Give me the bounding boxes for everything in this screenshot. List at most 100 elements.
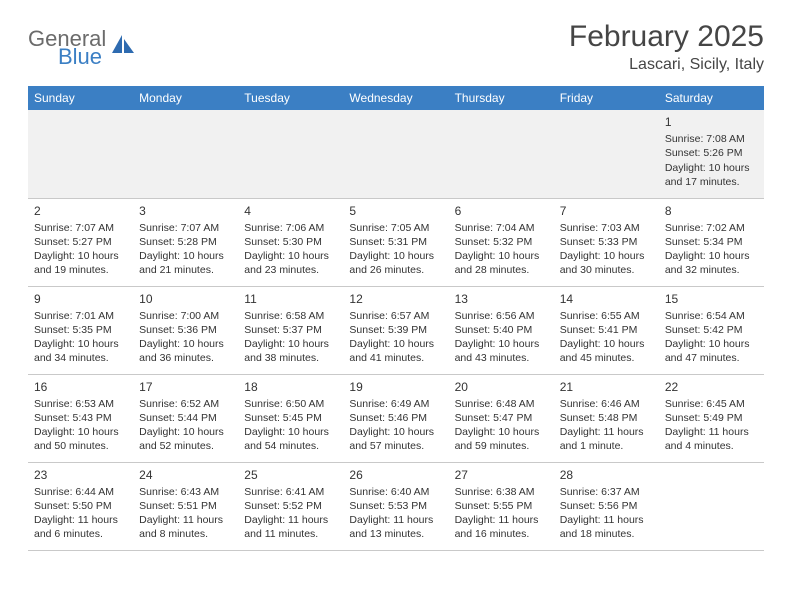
sunrise-text: Sunrise: 7:00 AM	[139, 309, 232, 323]
sunset-text: Sunset: 5:55 PM	[455, 499, 548, 513]
sunset-text: Sunset: 5:33 PM	[560, 235, 653, 249]
daylight-text: Daylight: 10 hours and 43 minutes.	[455, 337, 548, 365]
sunrise-text: Sunrise: 6:50 AM	[244, 397, 337, 411]
calendar-cell: 19Sunrise: 6:49 AMSunset: 5:46 PMDayligh…	[343, 374, 448, 462]
calendar-cell: 4Sunrise: 7:06 AMSunset: 5:30 PMDaylight…	[238, 198, 343, 286]
sunrise-text: Sunrise: 6:54 AM	[665, 309, 758, 323]
calendar-cell: 28 Sunrise: 6:37 AMSunset: 5:56 PMDayligh…	[554, 462, 659, 550]
day-number: 20	[455, 379, 548, 395]
calendar-cell	[28, 110, 133, 198]
calendar-cell: 17Sunrise: 6:52 AMSunset: 5:44 PMDayligh…	[133, 374, 238, 462]
sunset-text: Sunset: 5:28 PM	[139, 235, 232, 249]
sunset-text: Sunset: 5:34 PM	[665, 235, 758, 249]
calendar-row: 16 Sunrise: 6:53 AMSunset: 5:43 PM Dayligh…	[28, 374, 764, 462]
sunrise-text: Sunrise: 6:52 AM	[139, 397, 232, 411]
daylight-text: Daylight: 11 hours and 8 minutes.	[139, 513, 232, 541]
day-number: 24	[139, 467, 232, 483]
sunset-text: Sunset: 5:47 PM	[455, 411, 548, 425]
sunrise-text: Sunrise: 7:08 AM	[665, 132, 758, 146]
day-number: 21	[560, 379, 653, 395]
calendar-cell: 6Sunrise: 7:04 AMSunset: 5:32 PMDaylight…	[449, 198, 554, 286]
day-number: 9	[34, 291, 127, 307]
sunset-text: Sunset: 5:56 PM	[560, 499, 653, 513]
calendar-row: 23Sunrise: 6:44 AMSunset: 5:50 PMDayligh…	[28, 462, 764, 550]
daylight-text: Daylight: 11 hours and 16 minutes.	[455, 513, 548, 541]
day-number: 15	[665, 291, 758, 307]
day-number: 28	[560, 467, 653, 483]
calendar-cell: 22Sunrise: 6:45 AMSunset: 5:49 PMDayligh…	[659, 374, 764, 462]
sunrise-text: Sunrise: 6:46 AM	[560, 397, 653, 411]
daylight-text: Daylight: 10 hours and 32 minutes.	[665, 249, 758, 277]
daylight-text: Daylight: 10 hours and 28 minutes.	[455, 249, 548, 277]
logo-sail-icon	[110, 33, 136, 64]
sunset-text: Sunset: 5:50 PM	[34, 499, 127, 513]
header: General Blue February 2025 Lascari, Sici…	[28, 20, 764, 74]
title-block: February 2025 Lascari, Sicily, Italy	[569, 20, 764, 74]
daylight-text: Daylight: 10 hours and 41 minutes.	[349, 337, 442, 365]
calendar-cell: 16Sunrise: 6:53 AMSunset: 5:43 PMDayligh…	[28, 374, 133, 462]
calendar-cell: 23Sunrise: 6:44 AMSunset: 5:50 PMDayligh…	[28, 462, 133, 550]
sunset-text: Sunset: 5:36 PM	[139, 323, 232, 337]
daylight-text: Daylight: 10 hours and 47 minutes.	[665, 337, 758, 365]
sunset-text: Sunset: 5:43 PM	[34, 411, 127, 425]
sunrise-text: Sunrise: 6:48 AM	[455, 397, 548, 411]
calendar-cell: 27Sunrise: 6:38 AMSunset: 5:55 PMDayligh…	[449, 462, 554, 550]
sunset-text: Sunset: 5:41 PM	[560, 323, 653, 337]
day-number: 16	[34, 379, 127, 395]
day-number: 1	[665, 114, 758, 130]
calendar-cell: 7Sunrise: 7:03 AMSunset: 5:33 PMDaylight…	[554, 198, 659, 286]
day-header: Friday	[554, 86, 659, 110]
calendar-cell: 25Sunrise: 6:41 AMSunset: 5:52 PMDayligh…	[238, 462, 343, 550]
calendar-cell: 13 Sunrise: 6:56 AMSunset: 5:40 PMDayligh…	[449, 286, 554, 374]
day-number: 14	[560, 291, 653, 307]
sunset-text: Sunset: 5:39 PM	[349, 323, 442, 337]
sunrise-text: Sunrise: 6:43 AM	[139, 485, 232, 499]
day-number: 5	[349, 203, 442, 219]
sunrise-text: Sunrise: 6:58 AM	[244, 309, 337, 323]
day-number: 12	[349, 291, 442, 307]
sunset-text: Sunset: 5:49 PM	[665, 411, 758, 425]
calendar-row: 2Sunrise: 7:07 AMSunset: 5:27 PMDaylight…	[28, 198, 764, 286]
daylight-text: Daylight: 10 hours and 59 minutes.	[455, 425, 548, 453]
daylight-text: Daylight: 10 hours and 34 minutes.	[34, 337, 127, 365]
sunset-text: Sunset: 5:27 PM	[34, 235, 127, 249]
sunrise-text: Sunrise: 6:37 AM	[560, 485, 653, 499]
calendar-cell	[238, 110, 343, 198]
calendar-cell: 18Sunrise: 6:50 AMSunset: 5:45 PMDayligh…	[238, 374, 343, 462]
calendar-cell: 15Sunrise: 6:54 AMSunset: 5:42 PMDayligh…	[659, 286, 764, 374]
daylight-text: Daylight: 11 hours and 18 minutes.	[560, 513, 653, 541]
sunset-text: Sunset: 5:35 PM	[34, 323, 127, 337]
sunrise-text: Sunrise: 6:44 AM	[34, 485, 127, 499]
sunrise-text: Sunrise: 6:56 AM	[455, 309, 548, 323]
daylight-text: Daylight: 10 hours and 19 minutes.	[34, 249, 127, 277]
calendar-row: 9Sunrise: 7:01 AMSunset: 5:35 PMDaylight…	[28, 286, 764, 374]
sunrise-text: Sunrise: 7:05 AM	[349, 221, 442, 235]
month-title: February 2025	[569, 20, 764, 54]
day-header: Thursday	[449, 86, 554, 110]
daylight-text: Daylight: 10 hours and 57 minutes.	[349, 425, 442, 453]
day-number: 6	[455, 203, 548, 219]
calendar-cell: 10Sunrise: 7:00 AMSunset: 5:36 PMDayligh…	[133, 286, 238, 374]
sunset-text: Sunset: 5:52 PM	[244, 499, 337, 513]
day-number: 13	[455, 291, 548, 307]
calendar-cell	[343, 110, 448, 198]
daylight-text: Daylight: 10 hours and 36 minutes.	[139, 337, 232, 365]
sunset-text: Sunset: 5:51 PM	[139, 499, 232, 513]
daylight-text: Daylight: 10 hours and 54 minutes.	[244, 425, 337, 453]
calendar-cell: 1Sunrise: 7:08 AMSunset: 5:26 PMDaylight…	[659, 110, 764, 198]
sunset-text: Sunset: 5:40 PM	[455, 323, 548, 337]
day-number: 18	[244, 379, 337, 395]
day-number: 7	[560, 203, 653, 219]
sunrise-text: Sunrise: 6:53 AM	[34, 397, 127, 411]
calendar-cell	[659, 462, 764, 550]
sunrise-text: Sunrise: 7:06 AM	[244, 221, 337, 235]
calendar-cell: 14Sunrise: 6:55 AMSunset: 5:41 PMDayligh…	[554, 286, 659, 374]
calendar-body: 1Sunrise: 7:08 AMSunset: 5:26 PMDaylight…	[28, 110, 764, 550]
calendar-cell	[133, 110, 238, 198]
day-header-row: SundayMondayTuesdayWednesdayThursdayFrid…	[28, 86, 764, 110]
sunrise-text: Sunrise: 7:01 AM	[34, 309, 127, 323]
daylight-text: Daylight: 11 hours and 13 minutes.	[349, 513, 442, 541]
sunset-text: Sunset: 5:30 PM	[244, 235, 337, 249]
daylight-text: Daylight: 10 hours and 26 minutes.	[349, 249, 442, 277]
location: Lascari, Sicily, Italy	[569, 56, 764, 74]
